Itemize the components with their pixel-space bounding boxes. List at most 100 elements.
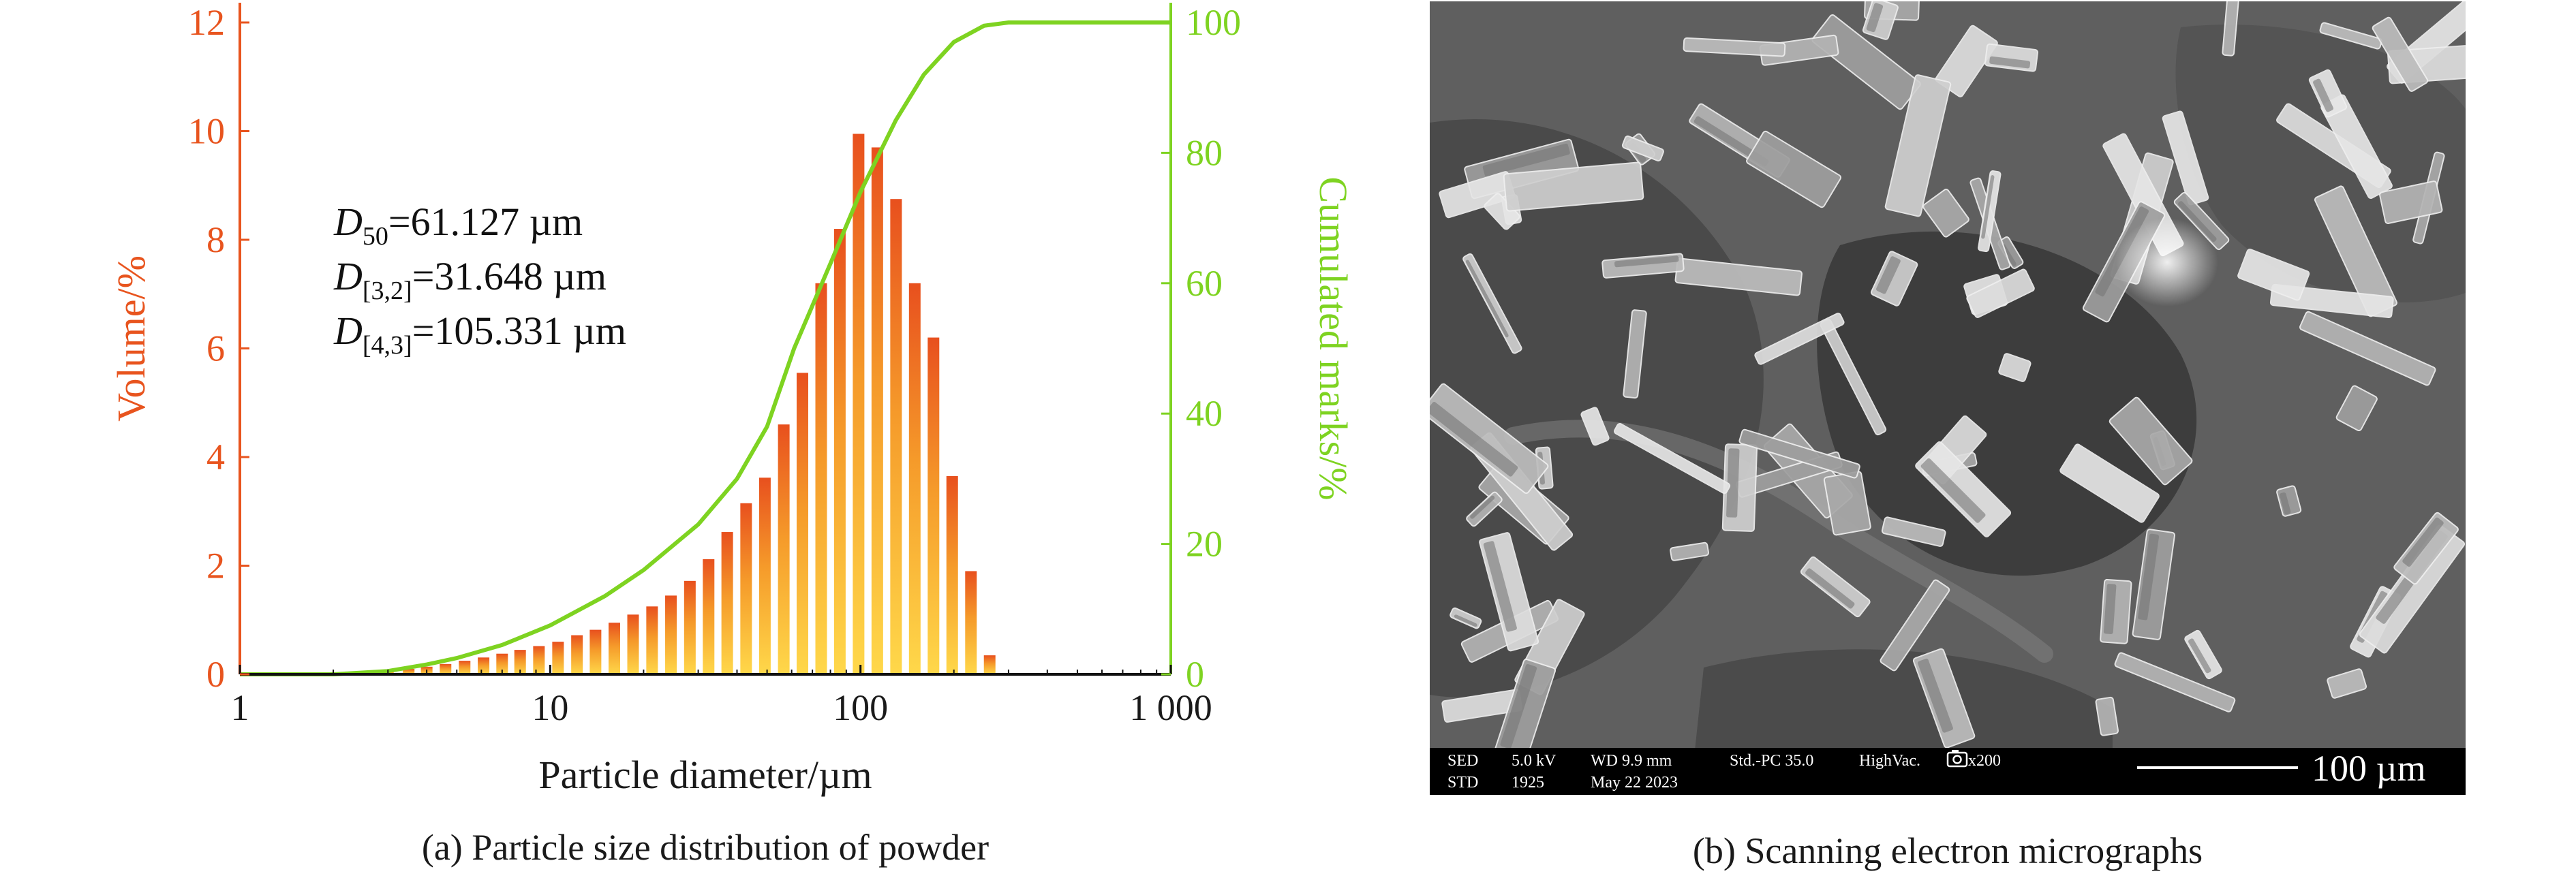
volume-bar — [740, 503, 752, 674]
volume-bar — [533, 646, 545, 674]
crystal — [1881, 516, 1946, 547]
y-tick-label: 2 — [206, 546, 225, 586]
y2-tick-label: 100 — [1186, 2, 1241, 43]
crystal — [2327, 668, 2367, 699]
crystal-shadow — [1876, 256, 1901, 294]
volume-bar — [589, 629, 602, 674]
volume-bar — [890, 199, 902, 674]
crystal — [1884, 74, 1952, 217]
volume-bar — [552, 642, 564, 674]
crystal-shadow — [1454, 614, 1477, 627]
volume-bar — [927, 337, 940, 674]
y-tick-label: 8 — [206, 219, 225, 260]
y2-ticks: 0 20 40 60 80 100 — [1161, 2, 1241, 695]
crystal — [2237, 249, 2310, 301]
sem-working-distance: WD 9.9 mm — [1591, 752, 1672, 770]
volume-bar — [758, 477, 771, 674]
volume-bar — [871, 147, 883, 675]
crystal-shadow — [1465, 260, 1509, 338]
sem-probe-current: Std.-PC 35.0 — [1730, 752, 1813, 770]
crystal — [2299, 311, 2436, 386]
crystal — [1683, 37, 1786, 57]
volume-bar — [815, 283, 827, 674]
caption-a: (a) Particle size distribution of powder — [422, 827, 989, 868]
crystal-shadow — [1805, 568, 1855, 609]
y-tick-label: 6 — [206, 328, 225, 369]
crystal — [1621, 135, 1664, 161]
crystal-shadow — [2313, 78, 2334, 112]
sem-vacuum-mode: HighVac. — [1859, 752, 1920, 770]
crystal-shadow — [2188, 638, 2211, 674]
statistics-annotation: D50=61.127 µm D[3,2]=31.648 µm D[4,3]=10… — [333, 200, 626, 360]
crystal — [1746, 130, 1842, 208]
crystal — [2059, 443, 2160, 523]
sem-date: May 22 2023 — [1591, 774, 1678, 791]
crystal-shadow — [2280, 492, 2291, 515]
crystal-shadow — [1726, 448, 1740, 518]
volume-bar — [684, 580, 696, 674]
crystal — [2162, 110, 2209, 206]
crystal — [1623, 309, 1647, 399]
volume-bar — [778, 424, 790, 674]
crystal — [1966, 268, 2035, 318]
crystal-shadow — [1483, 541, 1517, 632]
crystal — [1466, 491, 1503, 527]
y2-axis-label: Cumulated marks/% — [1311, 176, 1355, 500]
volume-bar — [571, 635, 583, 674]
crystal-shadow — [1989, 56, 2031, 69]
crystal — [2222, 1, 2241, 57]
volume-bar — [440, 663, 452, 674]
crystal-shadow — [2138, 533, 2160, 621]
crystal-shadow — [2103, 584, 2117, 634]
cumulative-curve — [240, 20, 1171, 676]
particle-size-chart: 1 10 100 1 000 0 2 4 6 8 10 12 0 20 40 60 80 100 Parti… — [109, 2, 1355, 868]
crystal-shadow — [2402, 517, 2444, 567]
crystal-shadow — [1981, 175, 1995, 239]
volume-bar — [908, 283, 921, 674]
crystal — [2379, 181, 2443, 224]
volume-bar — [721, 532, 733, 674]
crystal — [1580, 407, 1610, 446]
y2-tick-label: 80 — [1186, 132, 1223, 173]
sem-mode: STD — [1447, 774, 1478, 791]
crystal — [1922, 189, 1969, 238]
crystal — [1503, 161, 1644, 212]
y-tick-label: 10 — [188, 111, 225, 152]
crystal-shadow — [2178, 201, 2217, 242]
crystal-shadow — [1614, 255, 1679, 268]
crystal — [2114, 652, 2236, 712]
volume-bar — [853, 134, 865, 675]
y2-tick-label: 20 — [1186, 524, 1223, 565]
volume-bar — [478, 657, 490, 674]
volume-bar — [514, 650, 526, 674]
sem-micrograph: SED 5.0 kV WD 9.9 mm Std.-PC 35.0 HighVa… — [1430, 1, 2466, 871]
crystal — [1738, 428, 1860, 479]
volume-bar — [833, 229, 846, 674]
crystal — [1614, 423, 1731, 495]
volume-bar — [609, 623, 621, 674]
y-ticks: 0 2 4 6 8 10 12 — [188, 2, 249, 695]
volume-bar — [459, 661, 471, 674]
scale-bar-label: 100 µm — [2312, 748, 2426, 789]
stat-d43: D[4,3]=105.331 µm — [333, 309, 626, 360]
crystal-shadow — [1500, 663, 1537, 749]
crystal-shadow — [1918, 658, 1953, 733]
crystal-shadow — [1920, 458, 1986, 523]
crystal-shadow — [1470, 495, 1495, 519]
crystal — [1998, 353, 2031, 382]
sem-bright-particle — [2116, 218, 2218, 307]
crystal — [1880, 579, 1950, 672]
crystal-shadow — [1430, 402, 1518, 477]
crystal-shadow — [1482, 143, 1570, 177]
volume-bar — [646, 606, 658, 674]
sem-magnification: x200 — [1968, 752, 2001, 770]
sem-voltage: 5.0 kV — [1512, 752, 1557, 770]
y-tick-label: 12 — [188, 2, 225, 43]
x-tick-label: 100 — [833, 687, 888, 728]
crystal-shadow — [1866, 3, 1884, 33]
sem-substrate-dark — [2175, 25, 2466, 302]
volume-bar — [796, 373, 808, 674]
crystal — [1670, 542, 1710, 561]
y-tick-label: 0 — [206, 654, 225, 695]
stat-d32: D[3,2]=31.648 µm — [333, 254, 607, 305]
